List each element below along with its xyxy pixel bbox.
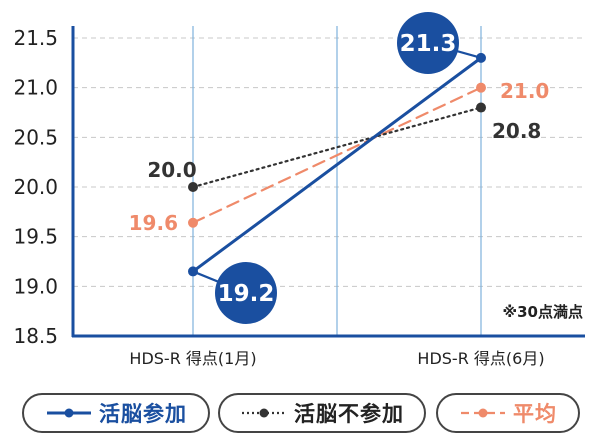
data-point — [188, 182, 198, 192]
data-label: 20.8 — [492, 119, 541, 143]
series-line — [191, 86, 483, 224]
x-tick-label: HDS-R 得点(6月) — [417, 349, 544, 368]
callout-bubble — [397, 12, 459, 74]
data-label: 20.0 — [147, 158, 196, 182]
legend-label: 平均 — [513, 402, 557, 426]
series-line — [191, 106, 483, 189]
data-label: 21.0 — [500, 79, 549, 103]
data-label: 19.2 — [218, 281, 275, 307]
footnote: ※30点満点 — [503, 303, 583, 321]
y-tick-label: 19.0 — [13, 274, 58, 298]
dotted-line-marker-icon — [242, 408, 286, 418]
legend-item-average: 平均 — [436, 393, 580, 433]
legend-marker — [64, 408, 74, 418]
legend-label: 活脳参加 — [99, 402, 187, 426]
legend-item-katsuno-nonparticipation: 活脳不参加 — [218, 393, 426, 433]
data-point — [188, 217, 198, 228]
data-label: 19.6 — [129, 211, 178, 235]
legend-label: 活脳不参加 — [294, 402, 404, 426]
data-label: 21.3 — [400, 31, 457, 57]
y-tick-label: 20.5 — [13, 125, 58, 149]
y-tick-label: 19.5 — [13, 225, 58, 249]
y-tick-label: 21.5 — [13, 26, 58, 50]
y-tick-label: 20.0 — [13, 175, 58, 199]
y-tick-label: 18.5 — [13, 324, 58, 348]
data-point — [188, 266, 198, 277]
data-point — [476, 52, 486, 63]
solid-line-marker-icon — [47, 408, 91, 418]
y-tick-label: 21.0 — [13, 76, 58, 100]
line-chart: 18.5 19.0 19.5 20.0 20.5 21.0 21.5 HDS-R 得点(1月)… — [13, 12, 585, 368]
legend-marker — [478, 408, 488, 418]
legend-item-katsuno-participation: 活脳参加 — [22, 393, 210, 433]
dashed-line-marker-icon — [461, 408, 505, 418]
x-tick-label: HDS-R 得点(1月) — [129, 349, 256, 368]
legend-marker — [259, 408, 269, 418]
series-line — [191, 56, 483, 273]
data-point — [476, 102, 486, 113]
callout-bubble — [215, 262, 277, 324]
data-point — [476, 82, 486, 93]
